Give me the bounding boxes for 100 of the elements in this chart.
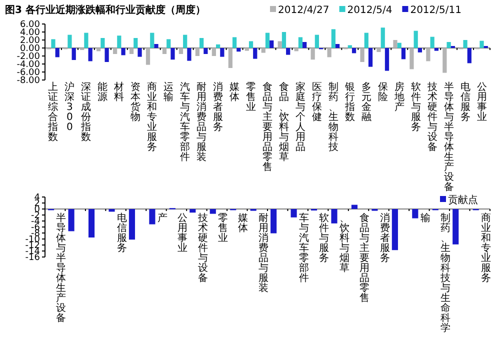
x-tick-label: 能源 — [98, 81, 108, 103]
x-tick-label: 多元金融 — [361, 81, 372, 123]
bar — [401, 48, 406, 60]
x-tick-label: 耐用消费品与服装 — [196, 82, 207, 163]
bar — [138, 48, 142, 57]
bar — [446, 42, 451, 48]
x-tick-label: 沪深300 — [64, 81, 75, 133]
x-tick-label: 媒体 — [238, 213, 248, 234]
legend-label: 2012/5/11 — [410, 5, 462, 16]
x-tick-label: 上证综合指数 — [47, 81, 58, 143]
x-tick-label: 家庭与个人用品 — [295, 81, 306, 153]
y-tick-label: 6.00 — [20, 20, 40, 30]
bar — [220, 48, 224, 57]
bar — [204, 48, 208, 54]
x-tick-label: 银行指数 — [344, 82, 355, 123]
x-tick-label: 汽车与汽车零部件 — [180, 81, 190, 163]
chart-title: 图3 各行业近期涨跌幅和行业贡献度（周度） — [5, 4, 206, 16]
category-label: 半导体与半导体生产设备 — [56, 213, 66, 324]
y-tick-label: 2.00 — [20, 36, 40, 46]
bar — [442, 48, 447, 73]
x-tick-label: 食品、饮料与烟草 — [278, 81, 289, 163]
bar — [261, 48, 266, 53]
y-tick-label: -8.00 — [16, 76, 40, 86]
bar — [121, 48, 126, 56]
x-tick-label: 材料 — [113, 81, 124, 103]
bar — [178, 48, 184, 54]
category-label: 食品与主要用品零售 — [262, 82, 272, 173]
x-tick-label: 制药、生物科技 — [327, 81, 338, 153]
bar — [96, 48, 101, 52]
x-tick-label: 消费者服务 — [380, 212, 390, 264]
category-label: 半导体与半导体生产设备 — [444, 82, 454, 193]
x-tick-label: 运输 — [164, 81, 174, 103]
category-label: 食品与主要用品零售 — [360, 213, 370, 304]
bar — [183, 34, 188, 48]
bar — [216, 44, 220, 48]
bar — [426, 48, 430, 62]
legend-label: 2012/4/27 — [278, 5, 330, 16]
bar — [55, 48, 60, 58]
bar — [368, 48, 373, 67]
bar — [286, 48, 290, 55]
bar — [414, 30, 418, 48]
x-tick-label: 零售业 — [218, 213, 228, 244]
bar — [236, 48, 241, 52]
bar — [384, 48, 390, 71]
bar — [397, 42, 402, 48]
x-tick-label: 深证成份指数 — [80, 81, 92, 143]
bar — [335, 44, 340, 48]
bar — [129, 48, 134, 54]
bar — [166, 39, 171, 48]
bar — [310, 48, 315, 60]
bar — [72, 48, 76, 60]
bar — [430, 36, 434, 48]
bar — [463, 40, 468, 48]
bar — [364, 32, 368, 48]
bar — [410, 48, 414, 70]
bar — [294, 48, 298, 52]
x-tick-label: 技术硬件与设备 — [196, 212, 208, 284]
bar — [84, 32, 88, 48]
bar — [278, 41, 282, 48]
x-tick-label: 软件与服务 — [319, 212, 330, 264]
bar — [298, 37, 303, 48]
bar — [352, 48, 356, 54]
bar — [418, 48, 422, 52]
bar — [104, 48, 109, 62]
bar — [228, 48, 232, 68]
legend-label: 2012/5/4 — [347, 5, 392, 16]
bar — [146, 48, 150, 65]
bar — [348, 45, 352, 48]
y-tick-label: -2.00 — [16, 52, 40, 62]
bar — [51, 39, 56, 48]
bar — [248, 41, 254, 48]
x-tick-label: 耐用消费品与服装 — [258, 213, 268, 294]
x-tick-label: 房地产 — [393, 81, 404, 113]
bar — [134, 38, 138, 48]
bar — [270, 40, 274, 48]
x-tick-label: 公用事业 — [476, 81, 487, 123]
x-tick-label: 电信服务 — [460, 81, 470, 123]
bar — [100, 38, 105, 48]
bar — [187, 48, 192, 61]
bar — [68, 34, 72, 48]
bar — [393, 40, 398, 48]
x-tick-label: 医疗保健 — [312, 82, 322, 123]
x-tick-label: 输 — [420, 212, 430, 224]
x-tick-label: 、饮料与烟草 — [338, 213, 350, 274]
bar — [88, 48, 92, 62]
x-tick-label: 电信服务 — [116, 212, 127, 254]
bar — [154, 44, 158, 48]
x-tick-label: 公用事业 — [178, 212, 188, 254]
bar — [380, 28, 385, 48]
bar — [480, 40, 484, 48]
bar — [331, 29, 336, 48]
category-label: 制药、生物科技与生命科学 — [440, 213, 450, 334]
bar — [212, 48, 216, 56]
bar — [200, 38, 204, 48]
x-tick-label: 零售业 — [246, 82, 256, 113]
x-tick-label: 车与汽车零部件 — [298, 212, 309, 284]
bar — [117, 36, 122, 48]
x-tick-label: 商业和专业服务 — [147, 81, 158, 153]
bar — [253, 48, 258, 59]
x-tick-label: 保险 — [378, 82, 388, 103]
